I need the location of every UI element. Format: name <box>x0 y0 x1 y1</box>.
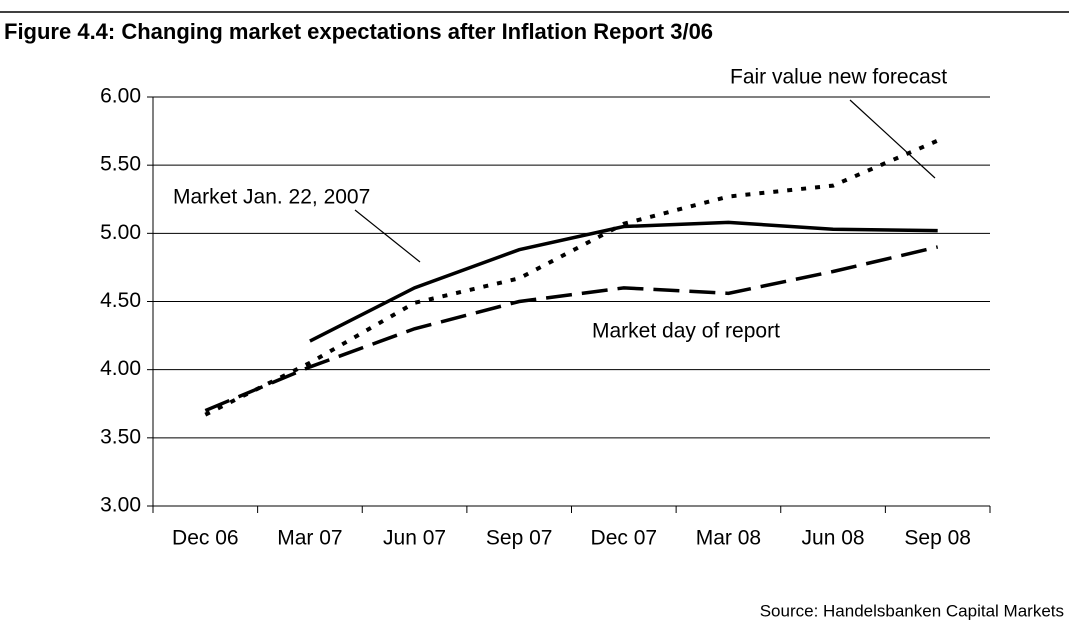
series-line <box>204 138 939 417</box>
chart-title: Figure 4.4: Changing market expectations… <box>4 19 713 44</box>
x-tick-label: Mar 08 <box>696 527 761 550</box>
x-tick-label: Jun 07 <box>383 527 446 550</box>
series-annotation: Market Jan. 22, 2007 <box>173 186 370 209</box>
y-tick-label: 3.50 <box>100 425 141 448</box>
y-tick-label: 4.50 <box>100 289 141 312</box>
x-tick-label: Jun 08 <box>802 527 865 550</box>
x-tick-label: Mar 07 <box>277 527 342 550</box>
x-tick-label: Sep 08 <box>904 527 971 550</box>
series-line <box>309 220 938 343</box>
y-tick-label: 3.00 <box>100 494 141 517</box>
source: Source: Handelsbanken Capital Markets <box>760 601 1064 620</box>
y-tick-label: 5.00 <box>100 221 141 244</box>
x-tick-label: Sep 07 <box>486 527 553 550</box>
leader-line <box>849 99 936 179</box>
y-tick-label: 5.50 <box>100 153 141 176</box>
series-annotation: Market day of report <box>592 320 780 343</box>
x-tick-label: Dec 06 <box>172 527 239 550</box>
series-line <box>204 245 939 413</box>
leader-line <box>354 209 421 263</box>
x-tick-label: Dec 07 <box>591 527 658 550</box>
series-annotation: Fair value new forecast <box>730 66 947 89</box>
y-tick-label: 6.00 <box>100 85 141 108</box>
y-tick-label: 4.00 <box>100 357 141 380</box>
